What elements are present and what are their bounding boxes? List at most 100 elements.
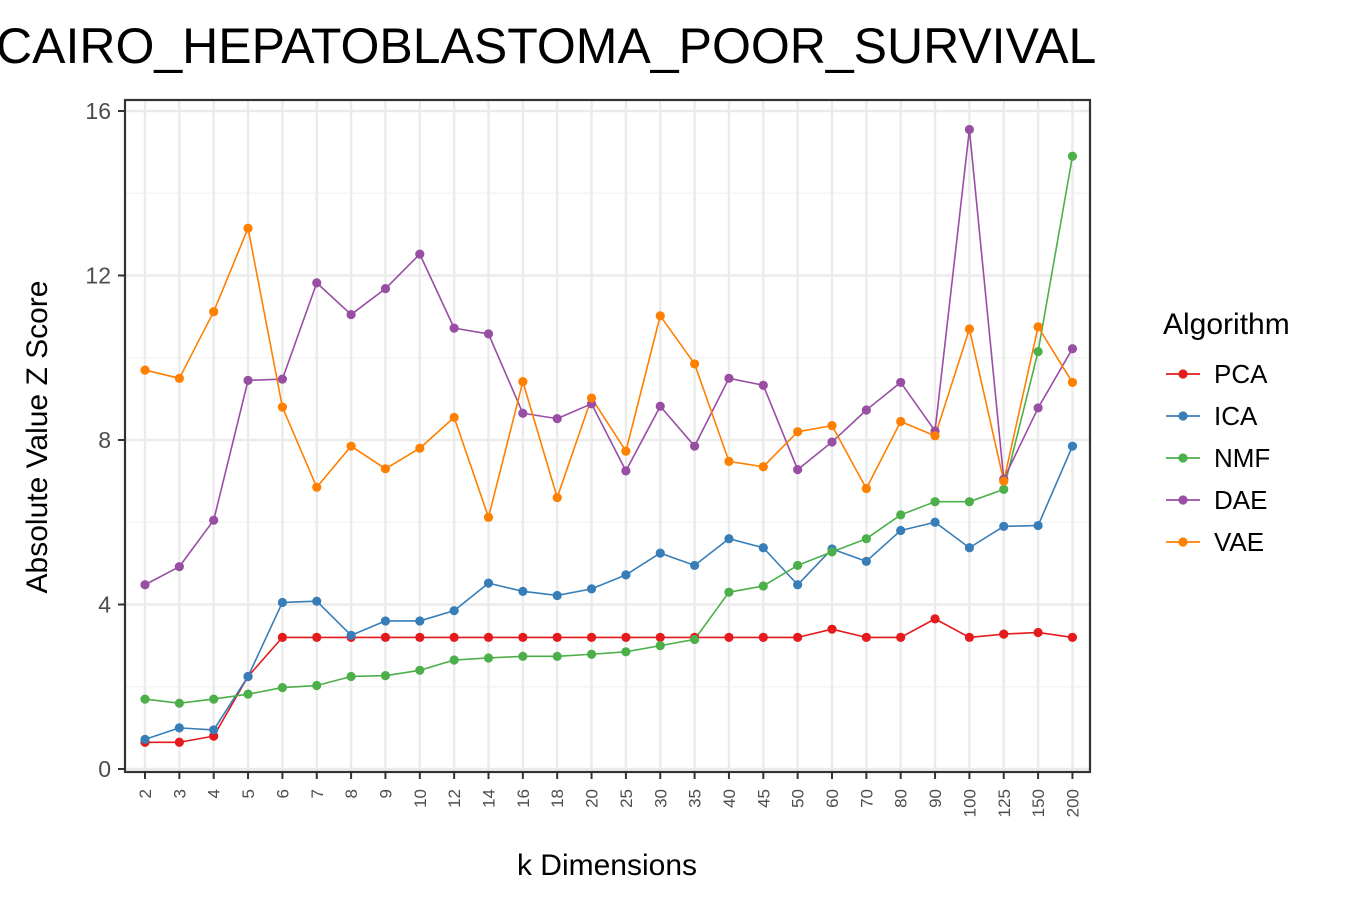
data-point-vae bbox=[896, 416, 906, 427]
data-point-nmf bbox=[346, 671, 356, 682]
data-point-pca bbox=[277, 632, 287, 643]
x-tick-label: 60 bbox=[823, 789, 842, 808]
data-point-dae bbox=[518, 408, 528, 418]
data-point-pca bbox=[758, 632, 768, 643]
data-point-pca bbox=[621, 632, 631, 643]
data-point-ica bbox=[346, 630, 356, 640]
data-point-pca bbox=[724, 632, 734, 643]
x-tick-label: 8 bbox=[342, 789, 361, 798]
data-point-ica bbox=[586, 584, 597, 594]
data-point-pca bbox=[518, 632, 528, 643]
x-tick-label: 80 bbox=[892, 789, 911, 808]
plot-panel-border bbox=[123, 98, 1092, 774]
y-axis: 0 4 8 12 16 bbox=[85, 98, 125, 782]
data-point-nmf bbox=[655, 641, 665, 651]
legend-label-ica: ICA bbox=[1214, 401, 1258, 431]
data-point-pca bbox=[586, 632, 597, 643]
data-point-ica bbox=[896, 525, 906, 536]
data-point-vae bbox=[312, 482, 322, 492]
x-tick-label: 3 bbox=[170, 789, 189, 798]
data-point-nmf bbox=[380, 671, 391, 681]
data-point-nmf bbox=[174, 698, 184, 708]
x-tick-label: 18 bbox=[548, 789, 567, 808]
data-point-ica bbox=[655, 548, 665, 558]
data-point-nmf bbox=[964, 497, 975, 507]
x-tick-label: 200 bbox=[1063, 789, 1082, 817]
data-point-vae bbox=[380, 464, 391, 474]
legend-label-dae: DAE bbox=[1214, 485, 1267, 515]
data-point-vae bbox=[724, 456, 734, 466]
data-point-vae bbox=[1067, 377, 1078, 388]
x-tick-label: 9 bbox=[376, 789, 395, 798]
legend-marker-nmf bbox=[1178, 453, 1188, 463]
data-point-nmf bbox=[827, 547, 837, 557]
data-point-nmf bbox=[793, 560, 803, 571]
data-point-ica bbox=[140, 734, 150, 744]
data-point-vae bbox=[690, 359, 700, 369]
x-tick-label: 6 bbox=[273, 789, 292, 798]
data-point-dae bbox=[243, 375, 253, 385]
legend-marker-vae bbox=[1178, 537, 1188, 547]
data-point-vae bbox=[552, 492, 562, 503]
data-point-vae bbox=[346, 441, 356, 451]
data-point-dae bbox=[621, 466, 631, 476]
data-point-pca bbox=[449, 632, 459, 643]
series-lines bbox=[144, 128, 1074, 744]
data-point-pca bbox=[552, 632, 562, 643]
data-point-dae bbox=[140, 580, 150, 590]
data-point-vae bbox=[243, 223, 253, 233]
y-axis-title: Absolute Value Z Score bbox=[21, 281, 54, 594]
data-point-nmf bbox=[930, 497, 940, 507]
data-point-dae bbox=[174, 562, 184, 572]
x-tick-label: 10 bbox=[411, 789, 430, 808]
legend-label-nmf: NMF bbox=[1214, 443, 1270, 473]
data-point-nmf bbox=[896, 510, 906, 520]
data-point-pca bbox=[861, 632, 871, 643]
data-point-pca bbox=[999, 629, 1009, 639]
chart-title: CAIRO_HEPATOBLASTOMA_POOR_SURVIVAL bbox=[0, 18, 1096, 74]
data-point-dae bbox=[449, 323, 459, 333]
data-point-nmf bbox=[518, 651, 528, 661]
data-point-vae bbox=[586, 393, 597, 403]
legend-marker-ica bbox=[1178, 411, 1188, 421]
x-axis: 2 3 4 5 6 7 8 9 10 12 14 16 18 20 25 30 35 40 45 50 60 70 80 90… bbox=[136, 772, 1082, 817]
data-point-pca bbox=[964, 632, 975, 643]
data-point-vae bbox=[655, 311, 665, 321]
data-point-vae bbox=[518, 377, 528, 387]
data-point-ica bbox=[518, 586, 528, 596]
data-point-ica bbox=[380, 616, 391, 626]
data-point-dae bbox=[380, 284, 391, 294]
data-point-ica bbox=[793, 580, 803, 590]
data-point-ica bbox=[690, 560, 700, 571]
data-point-dae bbox=[896, 377, 906, 388]
x-tick-label: 70 bbox=[857, 789, 876, 808]
data-point-pca bbox=[896, 632, 906, 643]
x-tick-label: 35 bbox=[686, 789, 705, 808]
x-tick-label: 40 bbox=[720, 789, 739, 808]
data-point-vae bbox=[483, 512, 494, 522]
data-point-pca bbox=[312, 632, 322, 643]
data-point-dae bbox=[793, 465, 803, 475]
data-point-dae bbox=[346, 309, 356, 320]
data-point-pca bbox=[380, 632, 391, 643]
x-tick-label: 100 bbox=[960, 789, 979, 817]
data-point-ica bbox=[1067, 441, 1078, 451]
data-point-nmf bbox=[586, 649, 597, 659]
data-point-dae bbox=[1033, 403, 1043, 413]
legend-label-vae: VAE bbox=[1214, 527, 1264, 557]
data-point-nmf bbox=[415, 665, 425, 675]
data-point-ica bbox=[277, 597, 287, 608]
data-point-vae bbox=[793, 427, 803, 437]
data-point-vae bbox=[140, 365, 150, 375]
legend: Algorithm PCA ICA NMF DAE VAE bbox=[1163, 308, 1290, 557]
data-point-ica bbox=[930, 517, 940, 527]
y-tick-label: 16 bbox=[85, 98, 111, 124]
data-point-dae bbox=[827, 437, 837, 447]
data-point-vae bbox=[1033, 322, 1043, 332]
data-point-dae bbox=[724, 373, 734, 383]
data-point-nmf bbox=[483, 653, 494, 663]
data-point-ica bbox=[861, 556, 871, 566]
data-point-pca bbox=[1033, 627, 1043, 638]
data-point-ica bbox=[415, 616, 425, 626]
